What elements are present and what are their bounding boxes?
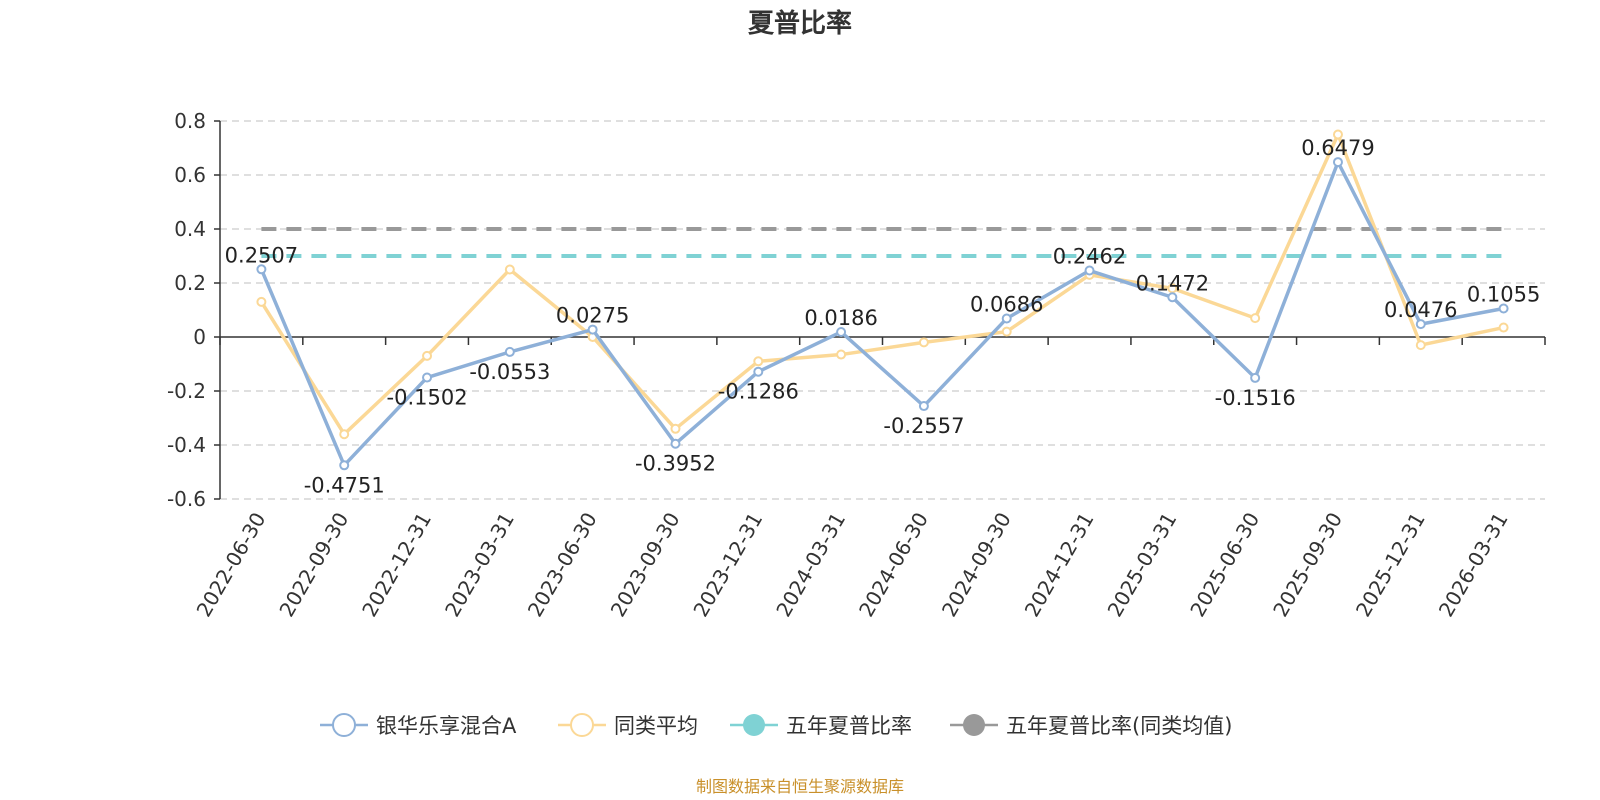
legend-item-1[interactable]: 同类平均 bbox=[558, 713, 698, 738]
legend: 银华乐享混合A 同类平均 五年夏普比率 五年夏普比率(同类均值) bbox=[320, 713, 1232, 738]
data-point-0 bbox=[1250, 372, 1261, 383]
data-point-0 bbox=[1332, 157, 1343, 168]
x-axis-ticks: 2022-06-30 2022-09-30 2022-12-31 2023-03-31… bbox=[192, 337, 1546, 621]
x-tick-label: 2023-12-31 bbox=[688, 508, 767, 621]
x-tick-label: 2023-06-30 bbox=[523, 508, 602, 621]
data-label: -0.2557 bbox=[883, 414, 964, 438]
data-point-0 bbox=[256, 264, 267, 275]
x-tick-label: 2025-03-31 bbox=[1103, 508, 1182, 621]
x-tick-label: 2022-09-30 bbox=[274, 508, 353, 621]
data-label: 0.2507 bbox=[225, 243, 298, 267]
data-label: 0.0275 bbox=[556, 304, 629, 328]
data-point-1 bbox=[422, 350, 433, 361]
legend-marker bbox=[963, 714, 985, 736]
y-tick-label: -0.6 bbox=[167, 487, 206, 511]
x-tick-label: 2025-06-30 bbox=[1185, 508, 1264, 621]
data-point-0 bbox=[587, 324, 598, 335]
data-point-0 bbox=[670, 438, 681, 449]
data-point-1 bbox=[1001, 326, 1012, 337]
data-label: 0.2462 bbox=[1053, 245, 1126, 269]
x-tick-label: 2024-09-30 bbox=[937, 508, 1016, 621]
data-point-0 bbox=[1167, 292, 1178, 303]
data-label: 0.1055 bbox=[1467, 283, 1540, 307]
x-tick-label: 2024-06-30 bbox=[854, 508, 933, 621]
legend-label: 五年夏普比率 bbox=[786, 714, 912, 738]
data-point-0 bbox=[1415, 319, 1426, 330]
data-labels: 0.2507 -0.4751 -0.1502-0.0553 0.0275 -0.3952… bbox=[225, 136, 1541, 497]
data-point-0 bbox=[422, 372, 433, 383]
x-tick-label: 2022-12-31 bbox=[357, 508, 436, 621]
data-label: 0.0186 bbox=[804, 306, 877, 330]
data-point-0 bbox=[918, 401, 929, 412]
legend-marker bbox=[332, 713, 356, 737]
x-tick-label: 2023-03-31 bbox=[440, 508, 519, 621]
data-point-0 bbox=[753, 366, 764, 377]
legend-label: 同类平均 bbox=[614, 714, 698, 738]
legend-label: 银华乐享混合A bbox=[376, 714, 517, 738]
y-tick-label: 0 bbox=[193, 325, 206, 349]
data-point-1 bbox=[1250, 313, 1261, 324]
data-label: -0.3952 bbox=[635, 452, 716, 476]
y-tick-label: 0.4 bbox=[174, 217, 206, 241]
x-tick-label: 2024-12-31 bbox=[1020, 508, 1099, 621]
y-tick-label: -0.2 bbox=[167, 379, 206, 403]
y-tick-label: 0.6 bbox=[174, 163, 206, 187]
y-tick-label: 0.2 bbox=[174, 271, 206, 295]
data-label: 0.0476 bbox=[1384, 298, 1457, 322]
y-tick-label: -0.4 bbox=[167, 433, 206, 457]
legend-item-2[interactable]: 五年夏普比率 bbox=[730, 714, 912, 738]
data-label: -0.4751 bbox=[304, 473, 385, 497]
data-label: -0.1516 bbox=[1215, 386, 1296, 410]
y-tick-label: 0.8 bbox=[174, 109, 206, 133]
x-tick-label: 2022-06-30 bbox=[192, 508, 271, 621]
data-point-1 bbox=[670, 423, 681, 434]
legend-item-3[interactable]: 五年夏普比率(同类均值) bbox=[950, 714, 1232, 738]
x-tick-label: 2023-09-30 bbox=[606, 508, 685, 621]
source-note: 制图数据来自恒生聚源数据库 bbox=[696, 777, 904, 796]
data-label: 0.6479 bbox=[1301, 136, 1374, 160]
data-point-0 bbox=[1498, 303, 1509, 314]
data-point-1 bbox=[836, 349, 847, 360]
data-point-0 bbox=[836, 326, 847, 337]
data-label: -0.1502 bbox=[387, 386, 468, 410]
series-line-0 bbox=[259, 160, 1504, 468]
series-lines bbox=[256, 129, 1509, 471]
series-line-1 bbox=[259, 132, 1504, 436]
data-point-1 bbox=[504, 264, 515, 275]
data-point-1 bbox=[256, 296, 267, 307]
legend-item-0[interactable]: 银华乐享混合A bbox=[320, 713, 517, 738]
x-tick-label: 2025-09-30 bbox=[1268, 508, 1347, 621]
data-point-1 bbox=[1498, 322, 1509, 333]
data-point-1 bbox=[753, 356, 764, 367]
data-point-0 bbox=[1001, 313, 1012, 324]
x-tick-label: 2025-12-31 bbox=[1351, 508, 1430, 621]
chart-title: 夏普比率 bbox=[748, 8, 852, 39]
data-label: -0.1286 bbox=[718, 380, 799, 404]
data-label: 0.0686 bbox=[970, 292, 1043, 316]
legend-marker bbox=[570, 713, 594, 737]
x-tick-label: 2024-03-31 bbox=[771, 508, 850, 621]
legend-marker bbox=[743, 714, 765, 736]
x-tick-label: 2026-03-31 bbox=[1434, 508, 1513, 621]
data-point-1 bbox=[1332, 129, 1343, 140]
legend-label: 五年夏普比率(同类均值) bbox=[1006, 714, 1232, 738]
data-label: 0.1472 bbox=[1136, 271, 1209, 295]
data-point-0 bbox=[1084, 265, 1095, 276]
data-point-1 bbox=[918, 337, 929, 348]
data-label: -0.0553 bbox=[469, 360, 550, 384]
data-point-1 bbox=[1415, 340, 1426, 351]
data-point-1 bbox=[339, 429, 350, 440]
data-point-0 bbox=[504, 346, 515, 357]
data-point-0 bbox=[339, 460, 350, 471]
y-axis-ticks: 0.8 0.6 0.4 0.2 0 -0.2 -0.4 -0.6 bbox=[167, 109, 220, 511]
